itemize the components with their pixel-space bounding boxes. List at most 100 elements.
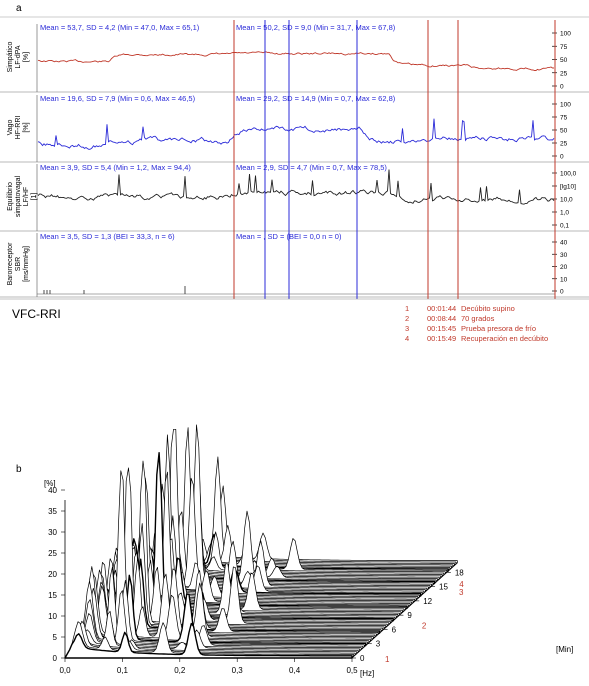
y-tick-label: 100,0 <box>560 171 577 178</box>
y-tick-label: 0 <box>560 289 564 296</box>
track-4: Barorreceptor SBR [ms/mmHg] Mean = 3,5, SD … <box>0 232 589 298</box>
z-tick-label: 6 <box>392 625 397 634</box>
z-event-marker: 4 <box>459 580 464 589</box>
track-signal <box>37 118 555 150</box>
z-event-marker: 3 <box>459 588 464 597</box>
z-tick-label: 3 <box>376 640 381 649</box>
y-tick-label: 20 <box>48 570 57 579</box>
y-tick-label: 25 <box>560 70 568 77</box>
track-unit: [1] <box>31 193 38 201</box>
x-tick-label: 0,3 <box>232 666 244 675</box>
y-tick-label: [lg10] <box>560 184 576 191</box>
x-tick-label: 0,2 <box>174 666 186 675</box>
y-tick-label: 25 <box>560 141 568 148</box>
y-tick-label: 0,1 <box>560 223 569 230</box>
track-1: Simpático LF-dPA [%] Mean = 53,7, SD = 4,2 … <box>0 23 589 93</box>
right-stats: Mean = 2,9, SD = 4,7 (Min = 0,7, Max = 7… <box>236 163 387 172</box>
spectrum-title: VFC-RRI <box>12 307 61 321</box>
right-stats: Mean = 50,2, SD = 9,0 (Min = 31,7, Max =… <box>236 23 396 32</box>
z-tick-label: 9 <box>407 611 412 620</box>
track-signal <box>37 169 555 205</box>
event-time: 00:08:44 <box>427 314 456 323</box>
y-tick-label: 100 <box>560 31 571 38</box>
z-event-marker: 2 <box>422 622 427 631</box>
y-tick-label: 0 <box>53 654 58 663</box>
y-tick-label: 5 <box>53 633 58 642</box>
track-3: Equilibrio simpatovagal LF/HF [1] Mean = 3,9… <box>0 163 589 232</box>
track-title: Barorreceptor <box>7 242 14 285</box>
event-num: 4 <box>405 334 409 343</box>
y-tick-label: 10 <box>48 612 57 621</box>
y-tick-label: 50 <box>560 57 568 64</box>
track-signal <box>37 51 554 71</box>
spectrum-line <box>93 523 382 633</box>
track-2: Vago HF-RRI [%] Mean = 19,6, SD = 7,9 (Min … <box>0 94 589 163</box>
event-label: Recuperación en decúbito <box>461 334 548 343</box>
y-tick-label: 50 <box>560 128 568 135</box>
event-legend: 1 00:01:44 Decúbito supino 2 00:08:44 70 grad… <box>405 304 548 343</box>
x-tick-label: 0,0 <box>59 666 71 675</box>
event-label: Decúbito supino <box>461 304 515 313</box>
y-tick-label: 40 <box>48 486 57 495</box>
y-tick-label: 75 <box>560 44 568 51</box>
spectrum-line <box>64 622 353 659</box>
track-subtitle: HF-RRI <box>15 116 22 140</box>
x-tick-label: 0,1 <box>117 666 129 675</box>
track-title: Vago <box>7 119 14 135</box>
event-label: Prueba presora de frío <box>461 324 536 333</box>
z-unit-label: [Min] <box>556 645 573 654</box>
track-title: Simpático <box>7 42 14 73</box>
trend-panel: Simpático LF-dPA [%]Mean = 53,7, SD = 4,2 … <box>0 16 589 300</box>
event-label: 70 grados <box>461 314 495 323</box>
y-tick-label: 100 <box>560 102 571 109</box>
left-stats: Mean = 3,5, SD = 1,3 (BEI = 33,3, n = 6) <box>40 232 175 241</box>
track-subtitle: simpatovagal <box>15 175 22 217</box>
spectrum-line <box>137 477 426 593</box>
y-tick-label: 30 <box>48 528 57 537</box>
y-tick-label: 25 <box>48 549 57 558</box>
z-tick-label: 18 <box>455 568 464 577</box>
event-num: 2 <box>405 314 409 323</box>
y-tick-label: 1,0 <box>560 210 569 217</box>
y-tick-label: 0 <box>560 84 564 91</box>
y-tick-label: 10 <box>560 276 568 283</box>
y-unit-label: [%] <box>44 479 56 488</box>
track-subtitle-2: LF/HF <box>23 187 30 206</box>
z-tick-label: 12 <box>423 597 432 606</box>
event-time: 00:15:45 <box>427 324 456 333</box>
y-tick-label: 75 <box>560 115 568 122</box>
track-unit: [%] <box>23 122 30 132</box>
spectrum-line <box>105 452 394 622</box>
y-tick-label: 40 <box>560 240 568 247</box>
y-tick-label: 15 <box>48 591 57 600</box>
track-title: Equilibrio <box>7 182 14 211</box>
x-tick-label: 0,4 <box>289 666 301 675</box>
right-stats: Mean = 29,2, SD = 14,9 (Min = 0,7, Max =… <box>236 94 396 103</box>
event-time: 00:01:44 <box>427 304 456 313</box>
panel-label-b: b <box>16 464 22 475</box>
track-subtitle: SBR <box>15 257 22 271</box>
spectrum-line <box>96 460 385 630</box>
track-unit: [%] <box>23 52 30 62</box>
y-tick-label: 10,0 <box>560 197 573 204</box>
x-tick-label: 0,5 <box>346 666 358 675</box>
y-tick-label: 20 <box>560 264 568 271</box>
event-num: 3 <box>405 324 409 333</box>
track-unit: [ms/mmHg] <box>23 246 30 282</box>
event-num: 1 <box>405 304 409 313</box>
z-axis <box>351 562 458 659</box>
y-tick-label: 30 <box>560 252 568 259</box>
z-event-marker: 1 <box>385 655 390 664</box>
left-stats: Mean = 53,7, SD = 4,2 (Min = 47,0, Max =… <box>40 23 200 32</box>
panel-label-a: a <box>16 3 22 14</box>
left-stats: Mean = 3,9, SD = 5,4 (Min = 1,2, Max = 9… <box>40 163 191 172</box>
track-subtitle: LF-dPA <box>15 45 22 69</box>
left-stats: Mean = 19,6, SD = 7,9 (Min = 0,6, Max = … <box>40 94 196 103</box>
y-tick-label: 0 <box>560 154 564 161</box>
z-tick-label: 15 <box>439 583 448 592</box>
spectrum-line <box>166 456 455 566</box>
event-time: 00:15:49 <box>427 334 456 343</box>
y-tick-label: 35 <box>48 507 57 516</box>
